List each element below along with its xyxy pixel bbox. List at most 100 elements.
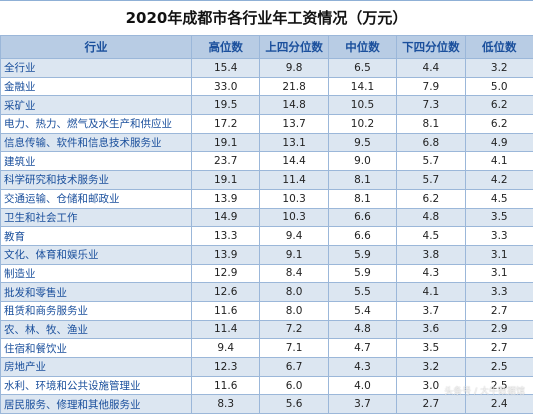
- industry-cell: 居民服务、修理和其他服务业: [1, 395, 192, 414]
- value-cell: 3.7: [397, 301, 465, 320]
- value-cell: 5.5: [328, 283, 396, 302]
- header-row: 行业 高位数 上四分位数 中位数 下四分位数 低位数: [1, 36, 533, 59]
- value-cell: 6.0: [260, 376, 328, 395]
- value-cell: 4.5: [397, 227, 465, 246]
- value-cell: 4.5: [465, 189, 533, 208]
- value-cell: 8.1: [328, 171, 396, 190]
- value-cell: 23.7: [192, 152, 260, 171]
- industry-cell: 租赁和商务服务业: [1, 301, 192, 320]
- value-cell: 19.5: [192, 96, 260, 115]
- value-cell: 9.8: [260, 59, 328, 78]
- value-cell: 4.3: [397, 264, 465, 283]
- value-cell: 12.3: [192, 358, 260, 377]
- value-cell: 3.1: [465, 264, 533, 283]
- value-cell: 21.8: [260, 77, 328, 96]
- value-cell: 4.0: [328, 376, 396, 395]
- value-cell: 6.2: [465, 115, 533, 134]
- industry-cell: 采矿业: [1, 96, 192, 115]
- value-cell: 9.1: [260, 245, 328, 264]
- value-cell: 4.1: [465, 152, 533, 171]
- value-cell: 15.4: [192, 59, 260, 78]
- value-cell: 11.6: [192, 301, 260, 320]
- value-cell: 4.2: [465, 171, 533, 190]
- value-cell: 4.3: [328, 358, 396, 377]
- value-cell: 8.0: [260, 283, 328, 302]
- industry-cell: 交通运输、仓储和邮政业: [1, 189, 192, 208]
- value-cell: 13.9: [192, 245, 260, 264]
- value-cell: 4.9: [465, 133, 533, 152]
- value-cell: 3.3: [465, 283, 533, 302]
- value-cell: 5.0: [465, 77, 533, 96]
- value-cell: 7.9: [397, 77, 465, 96]
- value-cell: 2.9: [465, 320, 533, 339]
- value-cell: 2.5: [465, 358, 533, 377]
- value-cell: 9.5: [328, 133, 396, 152]
- header-median: 中位数: [328, 36, 396, 59]
- industry-cell: 文化、体育和娱乐业: [1, 245, 192, 264]
- value-cell: 7.3: [397, 96, 465, 115]
- industry-cell: 批发和零售业: [1, 283, 192, 302]
- value-cell: 6.7: [260, 358, 328, 377]
- value-cell: 6.5: [328, 59, 396, 78]
- value-cell: 6.6: [328, 208, 396, 227]
- industry-cell: 房地产业: [1, 358, 192, 377]
- value-cell: 5.9: [328, 245, 396, 264]
- value-cell: 4.7: [328, 339, 396, 358]
- value-cell: 9.4: [192, 339, 260, 358]
- page: 2020年成都市各行业年工资情况（万元） 行业 高位数 上四分位数 中位数 下四…: [0, 0, 533, 400]
- value-cell: 13.3: [192, 227, 260, 246]
- value-cell: 3.7: [328, 395, 396, 414]
- value-cell: 13.1: [260, 133, 328, 152]
- header-lower-quartile: 下四分位数: [397, 36, 465, 59]
- value-cell: 4.1: [397, 283, 465, 302]
- value-cell: 4.4: [397, 59, 465, 78]
- value-cell: 5.9: [328, 264, 396, 283]
- value-cell: 6.2: [465, 96, 533, 115]
- value-cell: 7.1: [260, 339, 328, 358]
- value-cell: 11.4: [260, 171, 328, 190]
- value-cell: 33.0: [192, 77, 260, 96]
- industry-cell: 水利、环境和公共设施管理业: [1, 376, 192, 395]
- value-cell: 11.4: [192, 320, 260, 339]
- value-cell: 7.2: [260, 320, 328, 339]
- industry-cell: 制造业: [1, 264, 192, 283]
- industry-cell: 信息传输、软件和信息技术服务业: [1, 133, 192, 152]
- industry-cell: 科学研究和技术服务业: [1, 171, 192, 190]
- value-cell: 4.8: [397, 208, 465, 227]
- value-cell: 8.1: [397, 115, 465, 134]
- value-cell: 19.1: [192, 171, 260, 190]
- watermark: 头条号 / 大牛数据馆: [444, 384, 525, 397]
- value-cell: 14.9: [192, 208, 260, 227]
- value-cell: 3.2: [465, 59, 533, 78]
- industry-cell: 建筑业: [1, 152, 192, 171]
- value-cell: 14.8: [260, 96, 328, 115]
- value-cell: 4.8: [328, 320, 396, 339]
- industry-cell: 教育: [1, 227, 192, 246]
- industry-cell: 金融业: [1, 77, 192, 96]
- industry-cell: 农、林、牧、渔业: [1, 320, 192, 339]
- value-cell: 13.9: [192, 189, 260, 208]
- value-cell: 12.9: [192, 264, 260, 283]
- value-cell: 3.5: [465, 208, 533, 227]
- header-upper-quartile: 上四分位数: [260, 36, 328, 59]
- page-title: 2020年成都市各行业年工资情况（万元）: [0, 0, 533, 35]
- value-cell: 3.1: [465, 245, 533, 264]
- value-cell: 19.1: [192, 133, 260, 152]
- industry-cell: 全行业: [1, 59, 192, 78]
- value-cell: 12.6: [192, 283, 260, 302]
- value-cell: 8.1: [328, 189, 396, 208]
- value-cell: 14.4: [260, 152, 328, 171]
